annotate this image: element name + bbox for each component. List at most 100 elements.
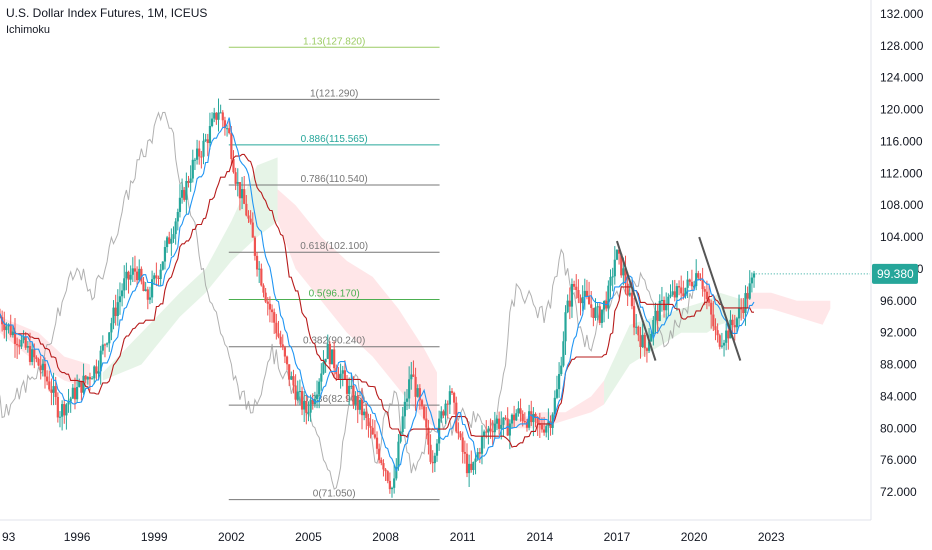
fib-label-6: 0.382(90.240)	[303, 336, 365, 347]
price-axis[interactable]: 72.000 76.000 80.000 84.000 88.000 92.000 96.0…	[880, 7, 924, 499]
candle-body-350	[748, 283, 751, 299]
candle-body-312	[667, 296, 670, 306]
candle-body-160	[341, 370, 344, 374]
indicator-name[interactable]: Ichimoku	[6, 24, 51, 36]
candle-body-12	[24, 336, 27, 348]
time-axis[interactable]: 93 1996 1999 2002 2005 2008 2011 2014 2017 2020 20…	[2, 530, 785, 544]
candle-body-115	[245, 203, 248, 216]
candle-body-308	[658, 300, 661, 321]
candle-body-123	[262, 285, 265, 293]
candle-body-34	[71, 387, 74, 399]
candle-body-86	[183, 190, 186, 200]
candle-body-185	[395, 467, 398, 479]
candle-body-10	[20, 340, 23, 347]
candle-body-77	[163, 247, 167, 262]
candle-body-59	[125, 271, 128, 279]
candle-body-118	[251, 222, 254, 238]
candle-body-153	[326, 343, 329, 359]
candle-body-191	[408, 379, 411, 399]
candle-body-51	[108, 332, 111, 344]
candle-body-47	[99, 350, 102, 372]
candle-body-166	[354, 396, 357, 405]
candle-body-93	[198, 148, 201, 157]
y-tick-label-5: 92.000	[880, 326, 917, 340]
candle-body-212	[453, 392, 456, 403]
candle-body-201	[429, 444, 432, 462]
candle-body-102	[217, 112, 220, 120]
candle-body-129	[275, 322, 278, 334]
candle-body-337	[720, 345, 724, 347]
candle-body-134	[285, 356, 289, 365]
cloud-band-2	[277, 189, 437, 429]
candle-body-111	[236, 182, 239, 184]
candle-body-295	[630, 292, 634, 307]
candle-body-175	[373, 434, 376, 438]
candle-body-66	[140, 268, 143, 282]
candle-body-154	[328, 343, 331, 365]
candle-body-94	[200, 156, 203, 158]
candle-body-78	[165, 237, 169, 248]
candle-body-85	[180, 190, 184, 198]
candle-body-121	[258, 268, 261, 270]
candle-body-180	[384, 469, 387, 472]
candle-body-242	[517, 408, 520, 414]
candle-body-75	[159, 269, 162, 279]
cloud-band-3	[488, 380, 605, 429]
candle-body-281	[600, 309, 604, 323]
candle-body-96	[204, 139, 207, 141]
x-tick-label-9: 2020	[681, 530, 708, 544]
candle-body-193	[412, 374, 415, 377]
candle-body-114	[243, 189, 246, 204]
candle-body-346	[740, 308, 743, 310]
candle-body-46	[97, 371, 100, 374]
candle-body-24	[50, 389, 53, 393]
candle-body-124	[264, 292, 267, 302]
candle-body-192	[410, 374, 413, 380]
candle-body-299	[639, 335, 642, 347]
candle-body-182	[388, 480, 391, 490]
y-tick-label-13: 124.000	[880, 71, 924, 85]
candle-body-128	[273, 312, 276, 323]
candle-body-246	[525, 422, 529, 428]
candle-body-190	[405, 398, 409, 402]
candle-body-167	[356, 396, 359, 410]
candle-body-74	[157, 277, 160, 279]
candle-body-336	[718, 335, 721, 347]
candle-body-174	[371, 427, 374, 435]
candle-body-99	[210, 118, 214, 126]
candle-body-221	[472, 461, 475, 471]
candle-body-210	[448, 391, 451, 405]
y-tick-label-9: 108.000	[880, 198, 924, 212]
candle-body-330	[705, 291, 709, 300]
candle-body-141	[300, 391, 304, 410]
candle-body-17	[35, 357, 38, 359]
candle-body-235	[502, 417, 505, 425]
candle-body-84	[178, 197, 182, 212]
candle-body-80	[170, 238, 173, 244]
candle-body-236	[504, 417, 507, 419]
candle-body-194	[414, 376, 417, 397]
candle-body-222	[474, 458, 477, 462]
x-tick-label-7: 2014	[526, 530, 553, 544]
x-tick-label-6: 2011	[450, 530, 476, 544]
candle-body-33	[69, 398, 72, 402]
candle-body-268	[572, 283, 576, 287]
candle-body-172	[367, 417, 370, 427]
candle-body-284	[607, 285, 610, 309]
candle-body-189	[403, 401, 406, 417]
candle-body-98	[208, 125, 212, 144]
candle-body-62	[131, 268, 134, 275]
candle-body-207	[442, 411, 445, 416]
candle-body-88	[187, 181, 190, 183]
candle-body-278	[594, 307, 597, 318]
candle-body-260	[555, 389, 559, 398]
x-tick-label-8: 2017	[604, 530, 631, 544]
candle-body-311	[665, 305, 668, 311]
candle-body-52	[110, 323, 113, 333]
candle-body-20	[41, 363, 44, 371]
candle-body-200	[427, 427, 430, 445]
candle-body-53	[112, 307, 115, 324]
candle-body-202	[431, 461, 434, 464]
candle-body-253	[540, 424, 544, 430]
